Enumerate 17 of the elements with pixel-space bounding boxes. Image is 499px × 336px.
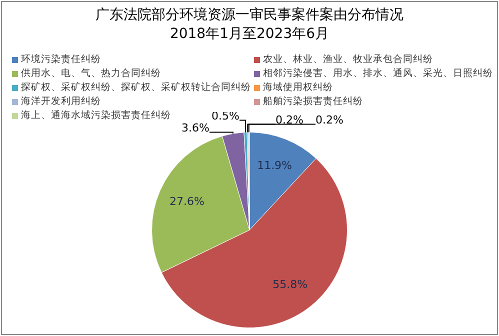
legend-label: 海域使用权纠纷 xyxy=(263,82,333,93)
data-label: 0.2% xyxy=(316,114,344,127)
legend-label: 探矿权、采矿权纠纷、探矿权、采矿权转让合同纠纷 xyxy=(21,82,251,93)
data-label: 55.8% xyxy=(272,278,308,291)
legend-label: 相邻污染侵害、用水、排水、通风、采光、日照纠纷 xyxy=(263,68,493,79)
legend-label: 海上、通海水域污染损害责任纠纷 xyxy=(21,110,171,121)
legend-label: 环境污染责任纠纷 xyxy=(21,54,101,65)
legend-label: 供用水、电、气、热力合同纠纷 xyxy=(21,68,161,79)
data-label: 27.6% xyxy=(170,195,204,208)
data-label: 0.2% xyxy=(276,114,304,127)
legend-label: 海洋开发利用纠纷 xyxy=(21,96,101,107)
data-label: 3.6% xyxy=(182,122,210,135)
legend-label: 船舶污染损害责任纠纷 xyxy=(263,96,363,107)
chart-title: 广东法院部分环境资源一审民事案件案由分布情况 xyxy=(94,6,404,25)
legend-label: 农业、林业、渔业、牧业承包合同纠纷 xyxy=(263,54,433,65)
chart-subtitle: 2018年1月至2023年6月 xyxy=(168,25,330,44)
data-label: 11.9% xyxy=(257,159,292,172)
